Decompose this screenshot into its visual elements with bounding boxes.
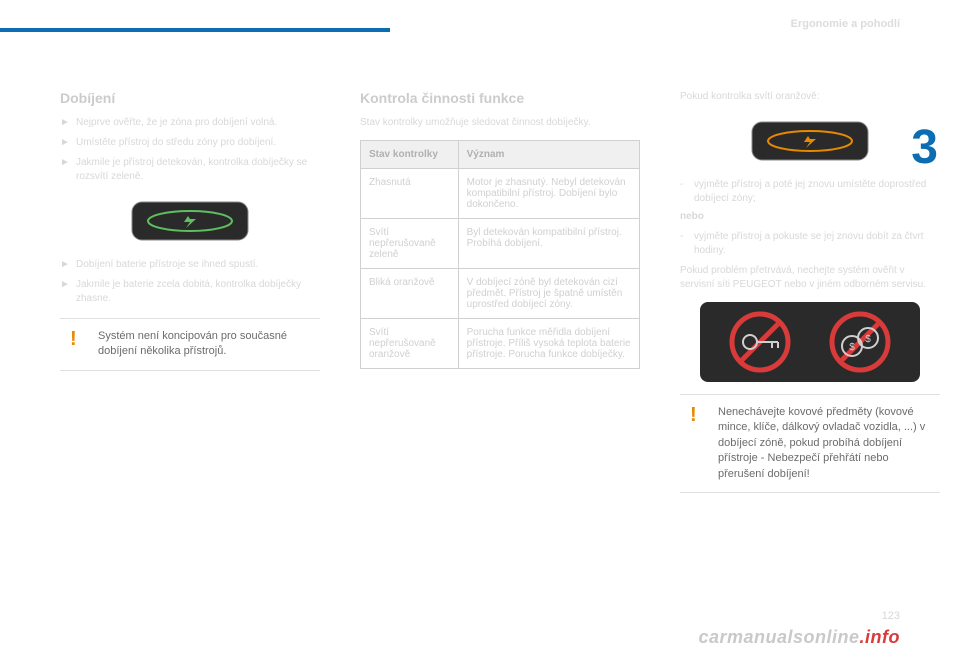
bullet-mark: ► <box>60 278 70 306</box>
bullet-mark: ► <box>60 116 70 130</box>
top-accent-bar <box>0 28 390 32</box>
th-state: Stav kontrolky <box>361 141 459 169</box>
svg-text:$: $ <box>865 334 871 345</box>
col3-or: nebo <box>680 210 940 224</box>
status-table: Stav kontrolky Význam Zhasnutá Motor je … <box>360 140 640 369</box>
content-columns: Dobíjení ► Nejprve ověřte, že je zóna pro… <box>60 90 900 493</box>
col1-body-2: ► Dobíjení baterie přístroje se ihned spu… <box>60 258 320 306</box>
section-number: 3 <box>911 120 938 175</box>
cell-state: Zhasnutá <box>361 169 459 219</box>
watermark: carmanualsonline.info <box>698 627 900 648</box>
col3-warn-text: Nenechávejte kovové předměty (kovové min… <box>718 405 930 482</box>
col1-warning: ! Systém není koncipován pro současné do… <box>60 318 320 371</box>
page-number: 123 <box>882 610 900 622</box>
col1-p4: Dobíjení baterie přístroje se ihned spus… <box>76 258 258 272</box>
col3-after: Pokud problém přetrvává, nechejte systém… <box>680 264 940 292</box>
col3-li2: vyjměte přístroj a pokuste se jej znovu … <box>694 230 940 258</box>
watermark-part1: carmanualsonline <box>698 627 859 647</box>
col1-p3: Jakmile je přístroj detekován, kontrolka… <box>76 156 320 184</box>
col3-intro: Pokud kontrolka svítí oranžově: <box>680 90 940 104</box>
col1-heading: Dobíjení <box>60 90 320 106</box>
column-1: Dobíjení ► Nejprve ověřte, že je zóna pro… <box>60 90 320 493</box>
cell-meaning: V dobíjecí zóně byl detekován cizí předm… <box>458 269 639 319</box>
charger-green-icon <box>130 196 250 246</box>
warning-icon: ! <box>690 405 708 482</box>
col2-heading: Kontrola činnosti funkce <box>360 90 640 106</box>
cell-state: Bliká oranžově <box>361 269 459 319</box>
cell-meaning: Byl detekován kompatibilní přístroj. Pro… <box>458 219 639 269</box>
column-2: Kontrola činnosti funkce Stav kontrolky … <box>360 90 640 493</box>
column-3: Pokud kontrolka svítí oranžově: -vyjměte… <box>680 90 940 493</box>
cell-meaning: Porucha funkce měřidla dobíjení přístroj… <box>458 319 639 369</box>
table-row: Svítí nepřerušovaně oranžově Porucha fun… <box>361 319 640 369</box>
col1-p2: Umístěte přístroj do středu zóny pro dob… <box>76 136 276 150</box>
th-meaning: Význam <box>458 141 639 169</box>
bullet-mark: ► <box>60 156 70 184</box>
cell-state: Svítí nepřerušovaně oranžově <box>361 319 459 369</box>
cell-state: Svítí nepřerušovaně zeleně <box>361 219 459 269</box>
col2-intro: Stav kontrolky umožňuje sledovat činnost… <box>360 116 640 130</box>
col1-body: ► Nejprve ověřte, že je zóna pro dobíjení… <box>60 116 320 184</box>
table-row: Zhasnutá Motor je zhasnutý. Nebyl deteko… <box>361 169 640 219</box>
col1-warn-text: Systém není koncipován pro současné dobí… <box>98 329 310 360</box>
prohibit-icon: $ $ <box>700 302 920 382</box>
table-row: Svítí nepřerušovaně zeleně Byl detekován… <box>361 219 640 269</box>
col1-p1: Nejprve ověřte, že je zóna pro dobíjení … <box>76 116 277 130</box>
cell-meaning: Motor je zhasnutý. Nebyl detekován kompa… <box>458 169 639 219</box>
bullet-mark: ► <box>60 258 70 272</box>
col1-p5: Jakmile je baterie zcela dobitá, kontrol… <box>76 278 320 306</box>
col3-li1: vyjměte přístroj a poté jej znovu umístě… <box>694 178 940 206</box>
col3-body: -vyjměte přístroj a poté jej znovu umíst… <box>680 178 940 292</box>
svg-text:$: $ <box>849 342 855 353</box>
watermark-part2: .info <box>860 627 901 647</box>
col3-warning: ! Nenechávejte kovové předměty (kovové m… <box>680 394 940 493</box>
warning-icon: ! <box>70 329 88 360</box>
dash: - <box>680 178 688 206</box>
section-header: Ergonomie a pohodlí <box>791 18 900 30</box>
charger-orange-icon <box>750 116 870 166</box>
dash: - <box>680 230 688 258</box>
table-row: Bliká oranžově V dobíjecí zóně byl detek… <box>361 269 640 319</box>
bullet-mark: ► <box>60 136 70 150</box>
